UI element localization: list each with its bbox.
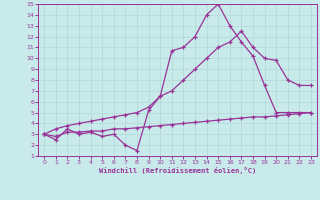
X-axis label: Windchill (Refroidissement éolien,°C): Windchill (Refroidissement éolien,°C) <box>99 167 256 174</box>
